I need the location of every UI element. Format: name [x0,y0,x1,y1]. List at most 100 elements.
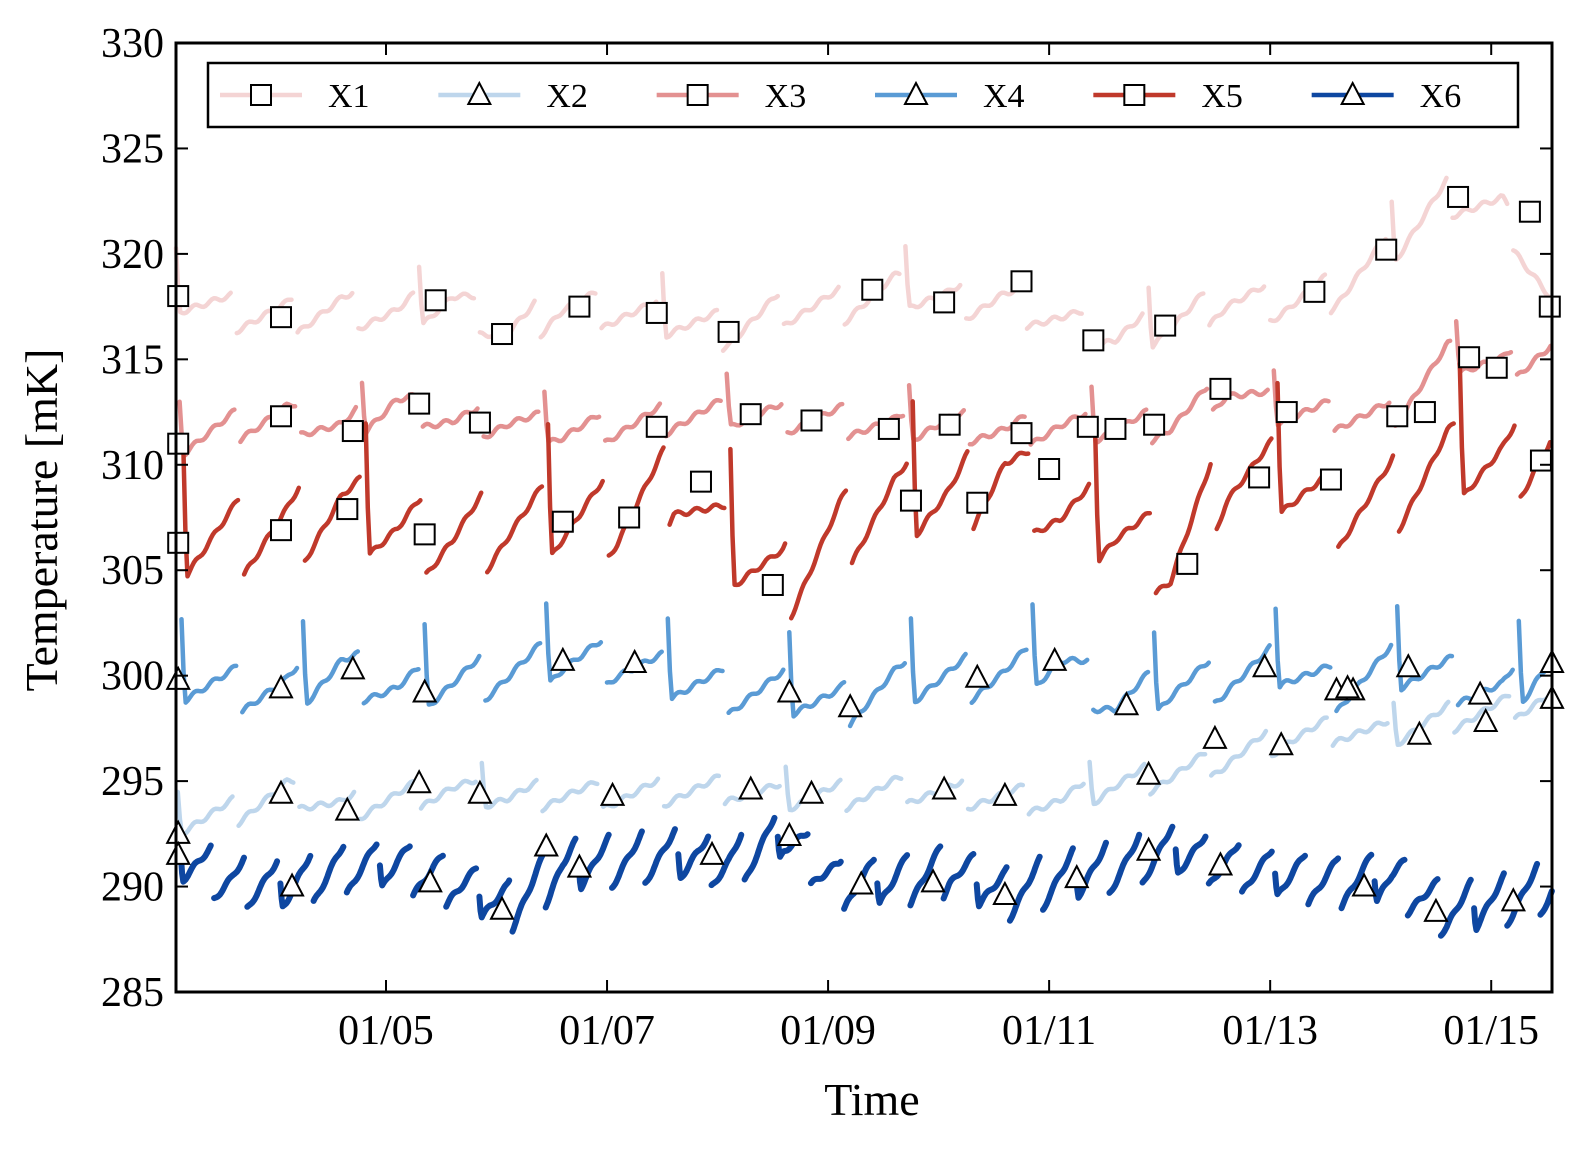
series-x2-segment [236,777,296,829]
marker-x1 [1447,185,1470,208]
series-x4-segment [179,616,239,705]
x-tick-label: 01/15 [1443,1008,1539,1054]
series-x6-segment [1305,855,1342,908]
series-x2-segment [844,774,904,814]
marker-x6 [279,872,305,897]
series-x1-segment [1450,193,1510,221]
series-x4-segment [665,616,725,702]
series-layer [173,175,1555,939]
series-x4-segment [483,640,543,703]
marker-x5 [899,489,922,512]
marker-x2 [931,775,957,800]
series-x3-segment [1514,343,1553,377]
series-x6-segment [741,814,778,883]
series-x6-segment [1371,856,1408,904]
series-x2-segment [357,779,418,822]
marker-x6 [165,840,191,865]
marker-x1 [1303,280,1326,303]
series-x1-segment [356,290,416,332]
series-x5-segment [849,461,909,566]
marker-x1 [645,301,668,324]
marker-x4 [776,678,803,703]
marker-x3 [1010,422,1033,445]
x-tick-label: 01/11 [1002,1008,1096,1054]
marker-x2 [467,779,493,804]
series-x6-segment [642,826,678,886]
markers-x6 [165,821,1526,922]
series-x4-segment [1151,630,1212,712]
legend-entry-x2: X2 [438,78,588,115]
series-x4-segment [543,601,604,683]
series-x4-segment [1455,667,1515,708]
x-axis-title: Time [824,1074,919,1125]
series-x5-segment [1396,421,1456,534]
y-tick-label: 330 [101,21,164,67]
series-x3-segment [481,409,541,440]
series-x6-segment [1172,833,1209,876]
marker-x5 [336,498,359,521]
marker-x1 [1010,270,1033,293]
series-x4-segment [300,619,361,706]
series-x5-segment [545,421,605,556]
marker-x5 [689,470,712,493]
marker-x5 [1248,466,1271,489]
series-x2-segment [1087,759,1147,807]
series-x3-segment [1210,387,1270,412]
marker-x5 [1529,449,1552,472]
series-x1-segment [173,245,233,316]
marker-x1 [1538,295,1561,318]
series-x6-segment [1139,823,1176,886]
series-x5-segment [1153,461,1213,596]
marker-x4 [165,665,191,690]
marker-x1 [269,306,292,329]
markers-x3 [167,346,1508,455]
marker-x1 [717,320,740,343]
series-x4-segment [240,665,300,715]
series-x1-segment [1389,175,1449,262]
series-x6-segment [1537,888,1555,918]
plot-frame [174,41,1554,994]
series-x6-segment [973,864,1010,910]
y-tick-label: 325 [101,126,164,172]
marker-x5 [761,573,784,596]
legend-entry-x6: X6 [1311,78,1461,115]
series-x3-segment [542,389,602,445]
markers-x5 [167,449,1552,596]
series-x3-segment [1453,319,1514,375]
y-tick-label: 300 [101,654,164,700]
series-x2-segment [1330,720,1390,748]
marker-x1 [1154,314,1177,337]
series-x4-segment [361,666,421,706]
marker-x3 [1458,346,1481,369]
series-x1-segment [234,297,294,336]
series-x5-segment [363,421,423,556]
marker-x3 [1485,356,1508,379]
legend-marker [1340,80,1366,105]
marker-x6 [417,868,443,893]
series-x4-segment [422,621,482,707]
marker-x3 [1104,417,1127,440]
marker-x3 [739,403,762,426]
series-x6-segment [609,828,645,891]
y-tick-label: 305 [101,548,164,594]
marker-x3 [800,409,823,432]
marker-x3 [1413,401,1436,424]
series-x5-segment [1032,481,1092,534]
series-x1-segment [1207,284,1267,328]
marker-x6 [1500,887,1526,912]
marker-x3 [269,405,292,428]
marker-x2 [1202,724,1228,749]
series-x6-segment [509,852,546,935]
marker-x4 [340,655,366,680]
marker-x1 [167,285,190,308]
marker-x6 [776,821,803,846]
marker-x2 [1268,731,1294,756]
marker-x2 [1473,707,1499,733]
x-tick-label: 01/05 [338,1008,434,1054]
legend-entry-x4: X4 [875,78,1025,115]
series-x3-segment [967,414,1027,447]
marker-x3 [468,411,491,434]
series-x6-segment [211,854,247,902]
marker-x2 [599,781,626,806]
